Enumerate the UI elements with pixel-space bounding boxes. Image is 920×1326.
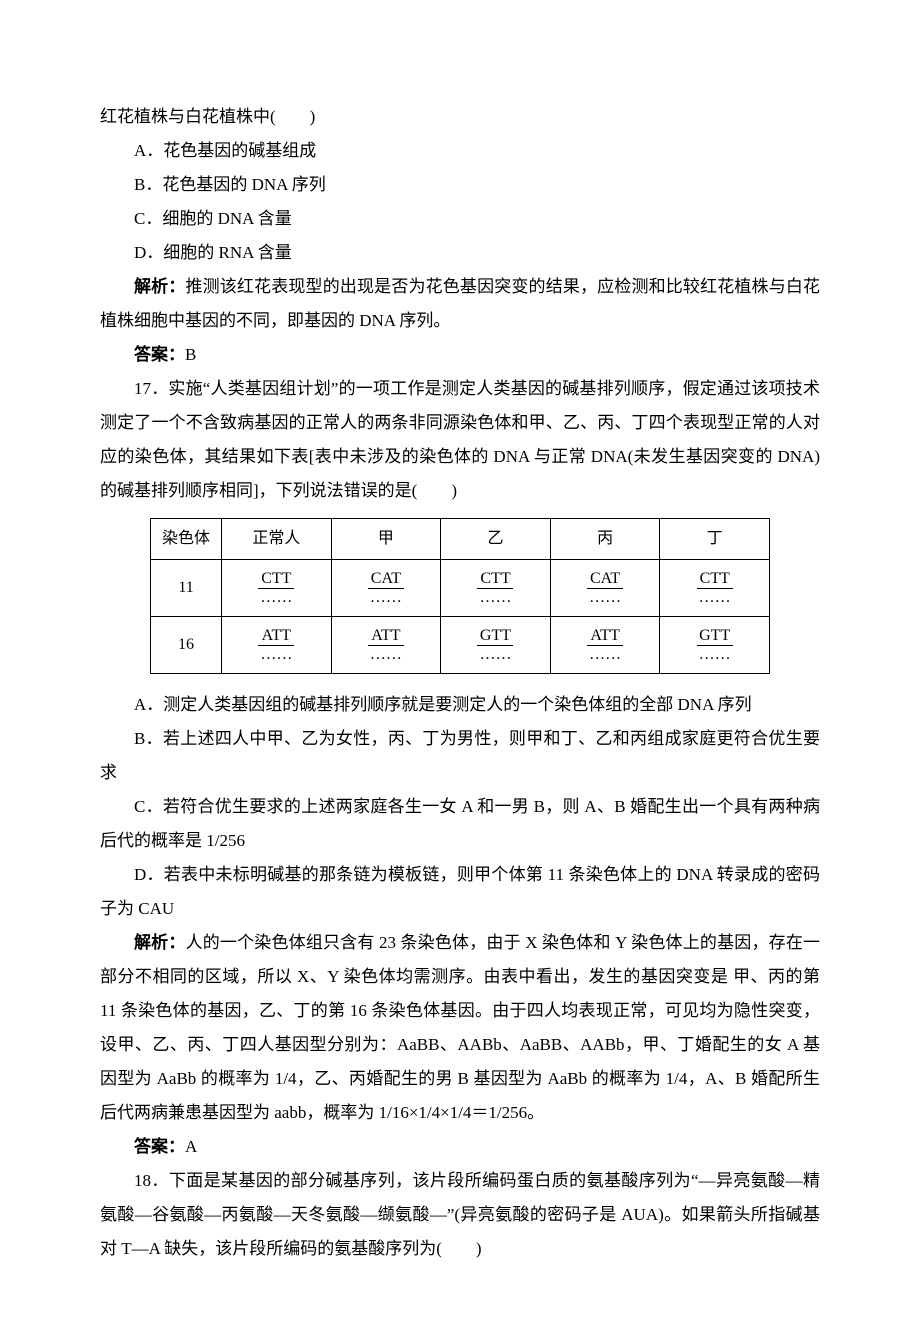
cell-11-bing: CAT……	[550, 560, 660, 617]
q16-answer-value: B	[185, 345, 196, 364]
th-ding: 丁	[660, 519, 770, 560]
q17-explain-text: 人的一个染色体组只含有 23 条染色体，由于 X 染色体和 Y 染色体上的基因，…	[100, 933, 820, 1122]
q17-stem: 17．实施“人类基因组计划”的一项工作是测定人类基因的碱基排列顺序，假定通过该项…	[100, 372, 820, 508]
cell-11-ding: CTT……	[660, 560, 770, 617]
table-row: 11 CTT…… CAT…… CTT…… CAT…… CTT……	[151, 560, 770, 617]
q16-option-a: A．花色基因的碱基组成	[100, 134, 820, 168]
cell-11-normal: CTT……	[222, 560, 332, 617]
q16-explain: 解析：推测该红花表现型的出现是否为花色基因突变的结果，应检测和比较红花植株与白花…	[100, 270, 820, 338]
q16-option-d: D．细胞的 RNA 含量	[100, 236, 820, 270]
answer-label: 答案：	[134, 345, 185, 364]
th-chrom: 染色体	[151, 519, 222, 560]
cell-11-jia: CAT……	[331, 560, 441, 617]
cell-11-yi: CTT……	[441, 560, 551, 617]
cell-16-ding: GTT……	[660, 617, 770, 674]
th-jia: 甲	[331, 519, 441, 560]
q16-option-c: C．细胞的 DNA 含量	[100, 202, 820, 236]
cell-16-bing: ATT……	[550, 617, 660, 674]
answer-label: 答案：	[134, 1137, 185, 1156]
explain-label: 解析：	[134, 933, 186, 952]
q16-answer: 答案：B	[100, 338, 820, 372]
row-label-11: 11	[151, 560, 222, 617]
cell-16-jia: ATT……	[331, 617, 441, 674]
q17-option-b: B．若上述四人中甲、乙为女性，丙、丁为男性，则甲和丁、乙和丙组成家庭更符合优生要…	[100, 722, 820, 790]
q17-table: 染色体 正常人 甲 乙 丙 丁 11 CTT…… CAT…… CTT…… CAT…	[150, 518, 770, 674]
q17-option-c: C．若符合优生要求的上述两家庭各生一女 A 和一男 B，则 A、B 婚配生出一个…	[100, 790, 820, 858]
q16-stem-continued: 红花植株与白花植株中( )	[100, 100, 820, 134]
row-label-16: 16	[151, 617, 222, 674]
th-bing: 丙	[550, 519, 660, 560]
table-row: 16 ATT…… ATT…… GTT…… ATT…… GTT……	[151, 617, 770, 674]
th-yi: 乙	[441, 519, 551, 560]
q17-answer-value: A	[185, 1137, 197, 1156]
q17-answer: 答案：A	[100, 1130, 820, 1164]
cell-16-normal: ATT……	[222, 617, 332, 674]
explain-label: 解析：	[134, 277, 185, 296]
cell-16-yi: GTT……	[441, 617, 551, 674]
q17-explain: 解析：人的一个染色体组只含有 23 条染色体，由于 X 染色体和 Y 染色体上的…	[100, 926, 820, 1130]
q18-stem: 18．下面是某基因的部分碱基序列，该片段所编码蛋白质的氨基酸序列为“—异亮氨酸—…	[100, 1164, 820, 1266]
th-normal: 正常人	[222, 519, 332, 560]
q16-explain-text: 推测该红花表现型的出现是否为花色基因突变的结果，应检测和比较红花植株与白花植株细…	[100, 277, 820, 330]
document-page: 红花植株与白花植株中( ) A．花色基因的碱基组成 B．花色基因的 DNA 序列…	[0, 0, 920, 1326]
q17-option-d: D．若表中未标明碱基的那条链为模板链，则甲个体第 11 条染色体上的 DNA 转…	[100, 858, 820, 926]
q17-option-a: A．测定人类基因组的碱基排列顺序就是要测定人的一个染色体组的全部 DNA 序列	[100, 688, 820, 722]
q16-option-b: B．花色基因的 DNA 序列	[100, 168, 820, 202]
table-header-row: 染色体 正常人 甲 乙 丙 丁	[151, 519, 770, 560]
